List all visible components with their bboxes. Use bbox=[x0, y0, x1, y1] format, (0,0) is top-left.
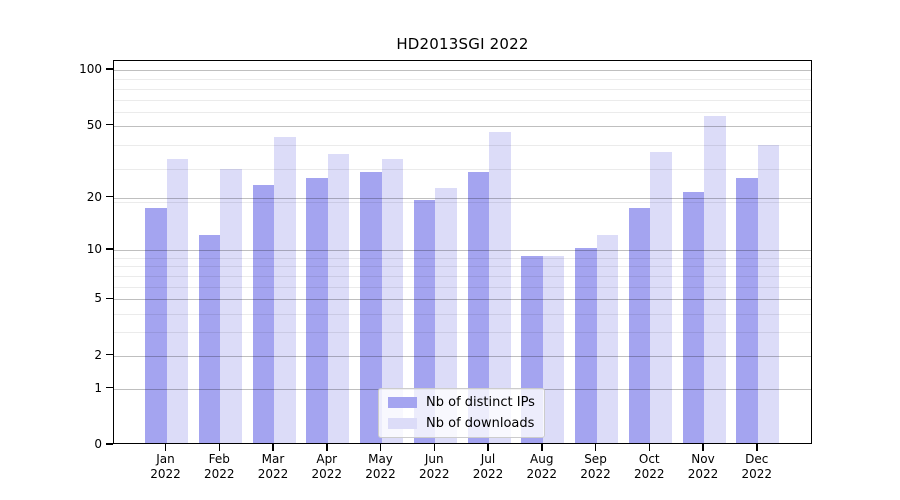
bar-downloads-oct bbox=[650, 151, 672, 443]
x-tick-mark bbox=[326, 444, 328, 451]
x-tick-mark bbox=[487, 444, 489, 451]
y-tick-mark bbox=[106, 248, 113, 250]
legend-item-distinct-ips: Nb of distinct IPs bbox=[388, 394, 535, 411]
minor-gridline bbox=[114, 257, 811, 259]
y-tick-mark bbox=[106, 443, 113, 445]
x-tick-mark bbox=[272, 444, 274, 451]
minor-gridline bbox=[114, 168, 811, 170]
x-tick-label-jun: Jun 2022 bbox=[418, 452, 450, 481]
x-tick-mark bbox=[541, 444, 543, 451]
minor-gridline bbox=[114, 99, 811, 101]
bar-ips-may bbox=[360, 172, 382, 443]
y-tick-mark bbox=[106, 353, 113, 356]
legend-label-downloads: Nb of downloads bbox=[426, 416, 535, 431]
legend-label-distinct-ips: Nb of distinct IPs bbox=[426, 395, 535, 410]
major-gridline bbox=[114, 125, 811, 127]
bar-downloads-jun bbox=[435, 188, 457, 443]
x-tick-label-nov: Nov 2022 bbox=[687, 452, 719, 481]
x-tick-label-oct: Oct 2022 bbox=[633, 452, 665, 481]
legend: Nb of distinct IPs Nb of downloads bbox=[378, 388, 545, 438]
minor-gridline bbox=[114, 201, 811, 203]
minor-gridline bbox=[114, 314, 811, 316]
bar-ips-jul bbox=[467, 172, 489, 443]
y-tick-mark bbox=[106, 195, 113, 198]
plot-area bbox=[113, 60, 812, 444]
x-tick-label-sep: Sep 2022 bbox=[580, 452, 611, 481]
bar-ips-oct bbox=[628, 208, 651, 443]
legend-swatch-distinct-ips bbox=[388, 397, 417, 408]
bar-downloads-mar bbox=[274, 137, 296, 443]
x-tick-mark bbox=[702, 444, 704, 451]
x-tick-label-apr: Apr 2022 bbox=[311, 452, 343, 481]
bar-downloads-apr bbox=[327, 154, 350, 443]
x-tick-mark bbox=[648, 444, 650, 451]
y-tick-label: 0 bbox=[94, 437, 102, 451]
y-tick-label: 1 bbox=[94, 380, 102, 395]
major-gridline bbox=[114, 250, 811, 252]
bar-downloads-jan bbox=[166, 158, 188, 443]
x-tick-mark bbox=[594, 444, 597, 451]
y-tick-label: 50 bbox=[86, 117, 102, 132]
y-tick-label: 100 bbox=[79, 62, 102, 76]
y-tick-mark bbox=[106, 297, 113, 300]
bar-ips-jan bbox=[145, 208, 167, 443]
major-gridline bbox=[114, 70, 811, 71]
x-tick-label-aug: Aug 2022 bbox=[526, 452, 558, 481]
bar-ips-mar bbox=[252, 184, 274, 443]
minor-gridline bbox=[114, 332, 811, 334]
minor-gridline bbox=[114, 145, 811, 147]
y-tick-mark bbox=[106, 68, 113, 70]
x-tick-label-mar: Mar 2022 bbox=[257, 452, 289, 481]
bar-downloads-sep bbox=[596, 234, 618, 443]
x-tick-label-dec: Dec 2022 bbox=[741, 452, 773, 481]
bar-ips-nov bbox=[682, 191, 704, 443]
bar-ips-dec bbox=[736, 178, 758, 443]
major-gridline bbox=[114, 355, 811, 357]
bars-layer bbox=[114, 61, 811, 443]
y-tick-mark bbox=[106, 386, 113, 389]
bar-downloads-jul bbox=[489, 131, 511, 443]
minor-gridline bbox=[114, 276, 811, 278]
y-tick-mark bbox=[106, 123, 113, 126]
major-gridline bbox=[114, 197, 811, 199]
x-tick-mark bbox=[433, 444, 435, 451]
x-tick-label-jan: Jan 2022 bbox=[150, 452, 181, 481]
minor-gridline bbox=[114, 286, 811, 288]
x-tick-label-feb: Feb 2022 bbox=[203, 452, 235, 481]
x-tick-mark bbox=[164, 444, 167, 451]
x-tick-mark bbox=[756, 444, 758, 451]
legend-item-downloads: Nb of downloads bbox=[388, 415, 535, 432]
y-tick-label: 20 bbox=[86, 189, 102, 204]
x-tick-label-jul: Jul 2022 bbox=[472, 452, 504, 481]
bar-ips-apr bbox=[306, 178, 328, 443]
x-tick-label-may: May 2022 bbox=[365, 452, 396, 481]
x-tick-mark bbox=[218, 444, 220, 451]
bar-ips-jun bbox=[413, 199, 436, 443]
chart-title: HD2013SGI 2022 bbox=[396, 35, 529, 53]
minor-gridline bbox=[114, 79, 811, 81]
grid-layer bbox=[114, 61, 811, 443]
x-tick-mark bbox=[379, 444, 382, 451]
bar-ips-feb bbox=[198, 234, 221, 443]
bar-downloads-feb bbox=[220, 169, 242, 443]
y-tick-label: 2 bbox=[94, 347, 102, 362]
bar-downloads-dec bbox=[757, 145, 780, 443]
y-tick-label: 5 bbox=[94, 291, 102, 306]
bar-ips-sep bbox=[575, 248, 597, 443]
bar-downloads-may bbox=[381, 158, 403, 443]
legend-swatch-downloads bbox=[388, 418, 417, 429]
bar-downloads-nov bbox=[704, 115, 726, 443]
major-gridline bbox=[114, 299, 811, 301]
minor-gridline bbox=[114, 266, 811, 268]
minor-gridline bbox=[114, 112, 811, 114]
bar-downloads-aug bbox=[542, 255, 565, 443]
minor-gridline bbox=[114, 88, 811, 90]
y-tick-label: 10 bbox=[86, 242, 102, 257]
